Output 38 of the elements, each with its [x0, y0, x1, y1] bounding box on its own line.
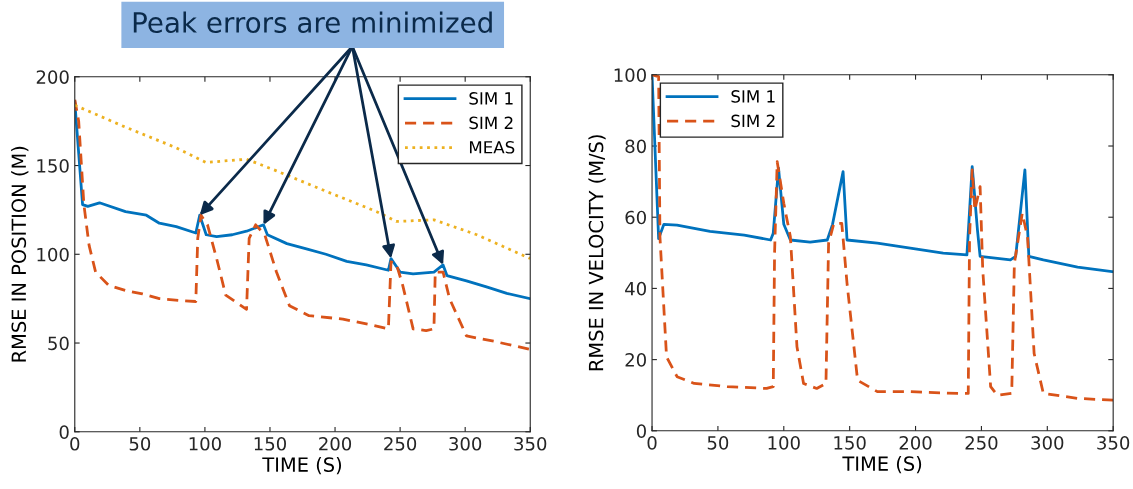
- legend-label: SIM 2: [731, 114, 775, 128]
- x-tick-label: 250: [384, 436, 417, 451]
- y-tick-label: 0: [59, 425, 69, 439]
- legend-label: MEAS: [469, 140, 515, 154]
- x-axis-title: TIME (S): [262, 456, 342, 475]
- x-tick-label: 300: [1031, 435, 1064, 450]
- x-tick-label: 50: [129, 436, 151, 451]
- y-tick-label: 40: [625, 281, 646, 296]
- y-tick-label: 60: [625, 210, 646, 225]
- text: Peak errors are minimized: [133, 11, 492, 33]
- x-axis-title: TIME (S): [842, 455, 922, 474]
- x-tick-label: 200: [899, 435, 932, 450]
- y-tick-label: 100: [37, 247, 69, 262]
- y-tick-label: 100: [614, 68, 646, 82]
- legend-label: SIM 1: [469, 92, 513, 105]
- y-tick-label: 150: [37, 158, 69, 173]
- x-tick-label: 350: [1097, 435, 1130, 450]
- x-tick-label: 200: [319, 436, 352, 451]
- y-tick-label: 20: [625, 353, 646, 367]
- legend-label: SIM 1: [731, 90, 775, 103]
- y-tick-label: 50: [48, 336, 69, 351]
- line-series: [74, 103, 531, 260]
- x-tick-label: 0: [647, 435, 657, 450]
- x-tick-label: 50: [707, 435, 729, 450]
- y-axis-title: RMSE IN VELOCITY (M/S): [588, 135, 606, 371]
- x-tick-label: 150: [834, 435, 866, 450]
- y-tick-label: 80: [625, 139, 646, 154]
- y-tick-label: 200: [36, 70, 69, 84]
- legend-label: SIM 2: [469, 116, 513, 130]
- x-tick-label: 100: [768, 435, 800, 450]
- y-tick-label: 0: [636, 424, 646, 438]
- y-axis-title: RMSE IN POSITION (M): [11, 146, 29, 362]
- x-tick-label: 150: [254, 436, 287, 451]
- x-tick-label: 250: [965, 435, 998, 450]
- x-tick-label: 350: [514, 436, 547, 451]
- x-tick-label: 0: [70, 436, 80, 451]
- x-tick-label: 100: [189, 436, 221, 451]
- x-tick-label: 300: [449, 436, 482, 451]
